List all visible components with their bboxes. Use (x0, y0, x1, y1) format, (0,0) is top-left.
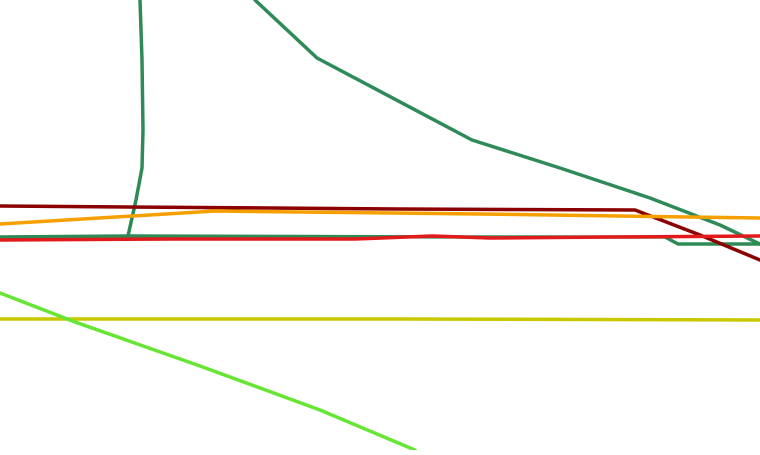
route-yellow[interactable] (0, 317, 760, 322)
route-teal-vertical[interactable] (126, 0, 145, 238)
route-red[interactable] (0, 234, 760, 242)
route-light-green[interactable] (0, 291, 417, 452)
route-dark-red[interactable] (0, 204, 760, 262)
route-teal-diagonal[interactable] (253, 0, 760, 246)
route-orange[interactable] (0, 209, 760, 226)
